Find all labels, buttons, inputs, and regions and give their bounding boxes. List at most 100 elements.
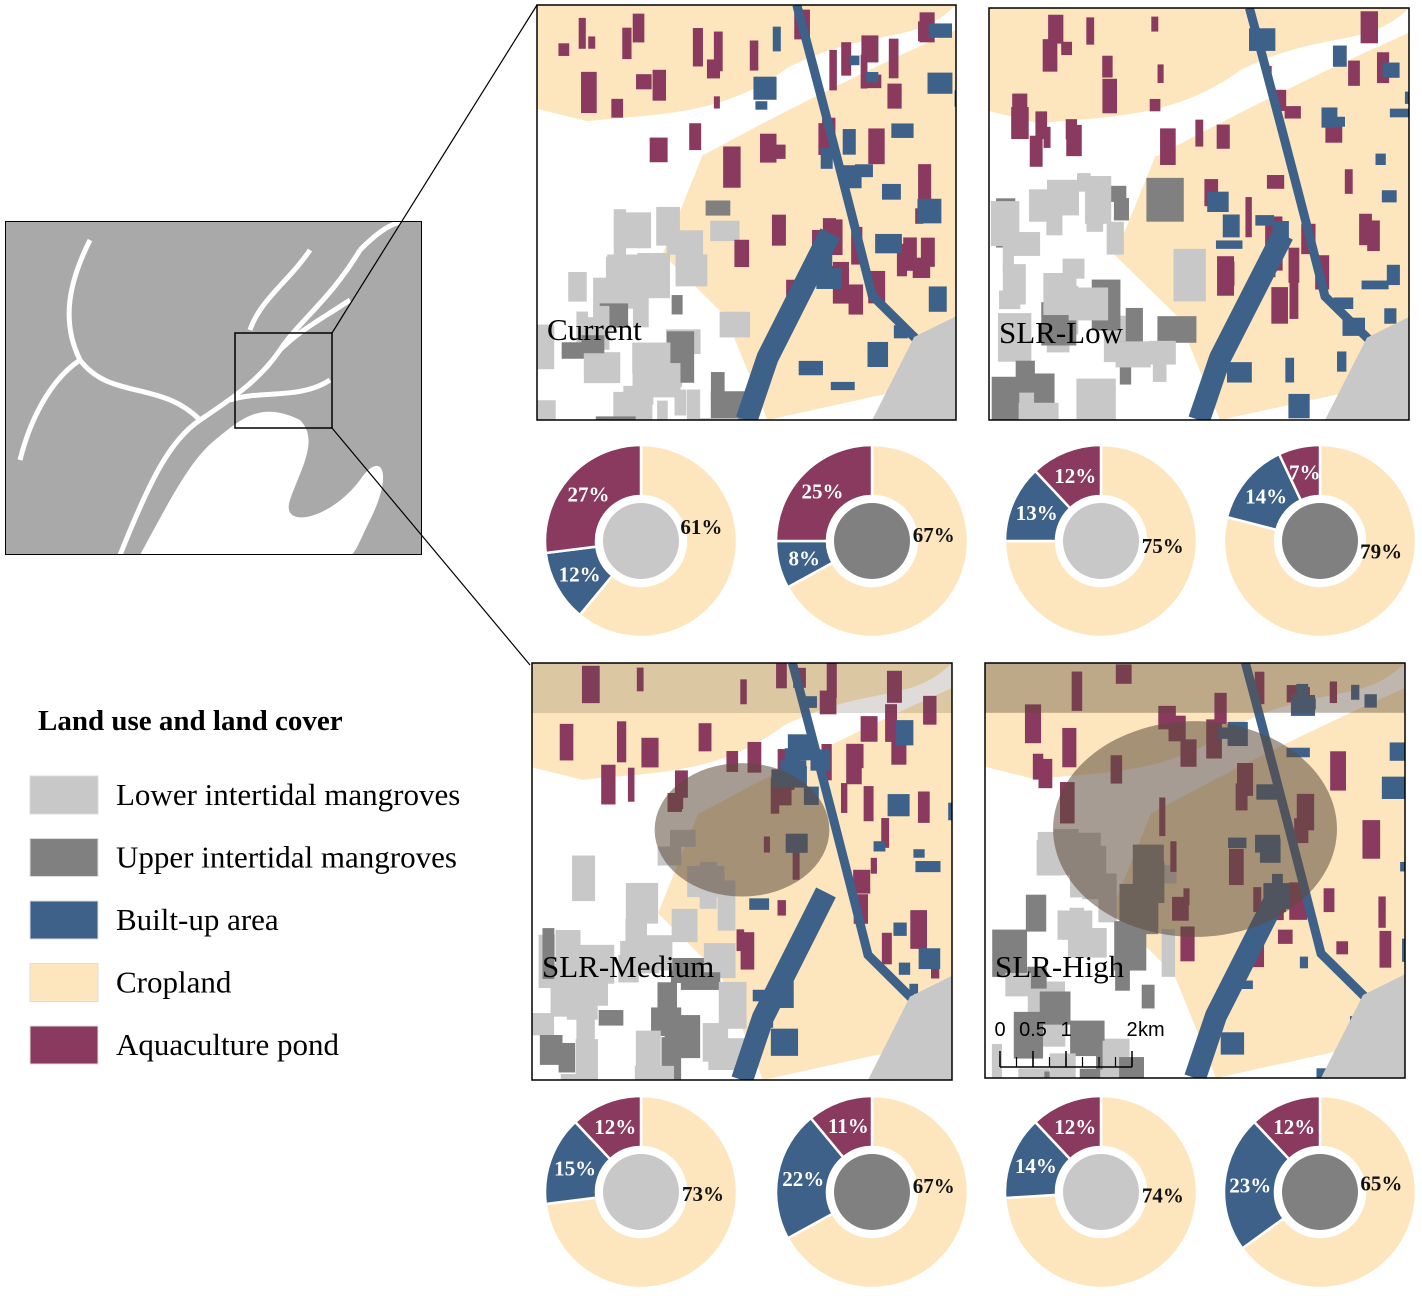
value-label: 74% [1142, 1184, 1184, 1208]
pond [581, 71, 597, 114]
mangrove-patch [992, 929, 1028, 977]
pond [1362, 820, 1381, 859]
flood-overlay [985, 663, 1405, 713]
pond [641, 737, 659, 768]
built-patch [917, 198, 942, 224]
pond [1062, 727, 1077, 768]
value-label: 12% [1273, 1115, 1315, 1139]
value-label: 23% [1229, 1173, 1271, 1197]
scale-tick-label: 2 [1126, 1019, 1137, 1041]
mangrove-patch [558, 1042, 576, 1073]
mangrove-patch [1076, 378, 1116, 420]
mangrove-patch [532, 1013, 555, 1036]
map-frame [531, 662, 953, 1081]
pond [1102, 55, 1113, 78]
pond [771, 214, 786, 246]
built-patch [770, 1028, 799, 1056]
pond [1071, 671, 1083, 711]
pond [1151, 16, 1159, 32]
mangrove-patch [1068, 287, 1109, 321]
mangrove-patch [1148, 340, 1176, 365]
map-panels: Current SLR-Low SLR-Medium SLR-High 0 0.5 1 2 km [531, 4, 1410, 1081]
pond [706, 59, 721, 79]
mangrove-patch [1069, 907, 1085, 956]
mangrove-patch [686, 389, 701, 420]
pond [636, 74, 652, 90]
mangrove-patch [710, 220, 740, 242]
mangrove-patch [1077, 173, 1091, 192]
pond [826, 663, 837, 698]
value-label: 12% [559, 563, 601, 587]
mangrove-patch [575, 1039, 598, 1080]
mangrove-patch [542, 928, 555, 980]
value-label: 14% [1245, 484, 1287, 508]
mangrove-patch [990, 201, 1020, 247]
pond [622, 27, 632, 60]
map-panel [989, 8, 1409, 420]
mangrove-patch [1102, 1040, 1118, 1078]
zoom-line [331, 427, 531, 666]
pond [786, 279, 795, 296]
built-patch [1361, 280, 1389, 290]
built-patch [1386, 264, 1400, 286]
map-label: SLR-Low [999, 315, 1124, 350]
built-patch [753, 76, 777, 100]
pond [1214, 692, 1227, 724]
river [17, 221, 401, 555]
pond [760, 133, 777, 163]
built-patch [830, 381, 855, 391]
map-label: SLR-Medium [542, 949, 714, 984]
mangrove-patch [560, 1073, 584, 1080]
pond [881, 932, 892, 965]
donut-segment [809, 1094, 874, 1160]
pond [1378, 896, 1386, 928]
mangrove-patch [705, 200, 731, 216]
pond [698, 723, 712, 752]
legend-label: Upper intertidal mangroves [116, 840, 457, 875]
built-patch [1402, 938, 1405, 962]
mangrove-patch [1146, 177, 1184, 222]
river [1245, 8, 1409, 383]
built-patch [749, 898, 770, 910]
donut-center [603, 1154, 679, 1230]
value-label: 12% [1054, 464, 1096, 488]
mangrove-patch [1106, 221, 1124, 255]
pond [870, 857, 877, 874]
built-patch [1215, 240, 1243, 249]
pond [1115, 664, 1132, 684]
pond [848, 284, 864, 315]
built-patch [928, 23, 953, 38]
built-strip [1184, 886, 1289, 1078]
pond [1289, 278, 1299, 319]
legend: Land use and land cover Lower intertidal… [29, 705, 460, 1065]
pond [627, 767, 635, 802]
mangrove-patch [537, 400, 556, 420]
built-patch [1220, 1032, 1245, 1055]
built-patch [1255, 215, 1275, 226]
pond [917, 791, 930, 823]
pond [1344, 169, 1353, 194]
mangrove-patch [568, 271, 587, 302]
lower-patch [1321, 974, 1405, 1078]
value-label: 8% [788, 546, 820, 570]
map-panel [537, 5, 956, 420]
pond [1379, 930, 1392, 968]
donut-charts: 61%12%27%67%8%25%75%13%12%79%14%7%73%15%… [543, 443, 1418, 1290]
mangrove-patch [1027, 966, 1047, 989]
donut-segment [578, 443, 739, 639]
pond [1360, 11, 1379, 44]
built-patch [866, 72, 879, 83]
pond [853, 869, 871, 894]
pond [1286, 685, 1297, 703]
map-frame [536, 4, 957, 421]
built-patch [1384, 308, 1397, 324]
donut-center [1063, 1154, 1139, 1230]
mangrove-patch [1125, 307, 1143, 345]
pond [1217, 256, 1235, 296]
pond [1348, 60, 1360, 86]
pond [841, 42, 852, 76]
built-strip [1188, 229, 1293, 420]
value-label: 65% [1360, 1171, 1402, 1195]
mangrove-patch [1115, 341, 1151, 368]
donut-segment [1252, 1094, 1322, 1161]
